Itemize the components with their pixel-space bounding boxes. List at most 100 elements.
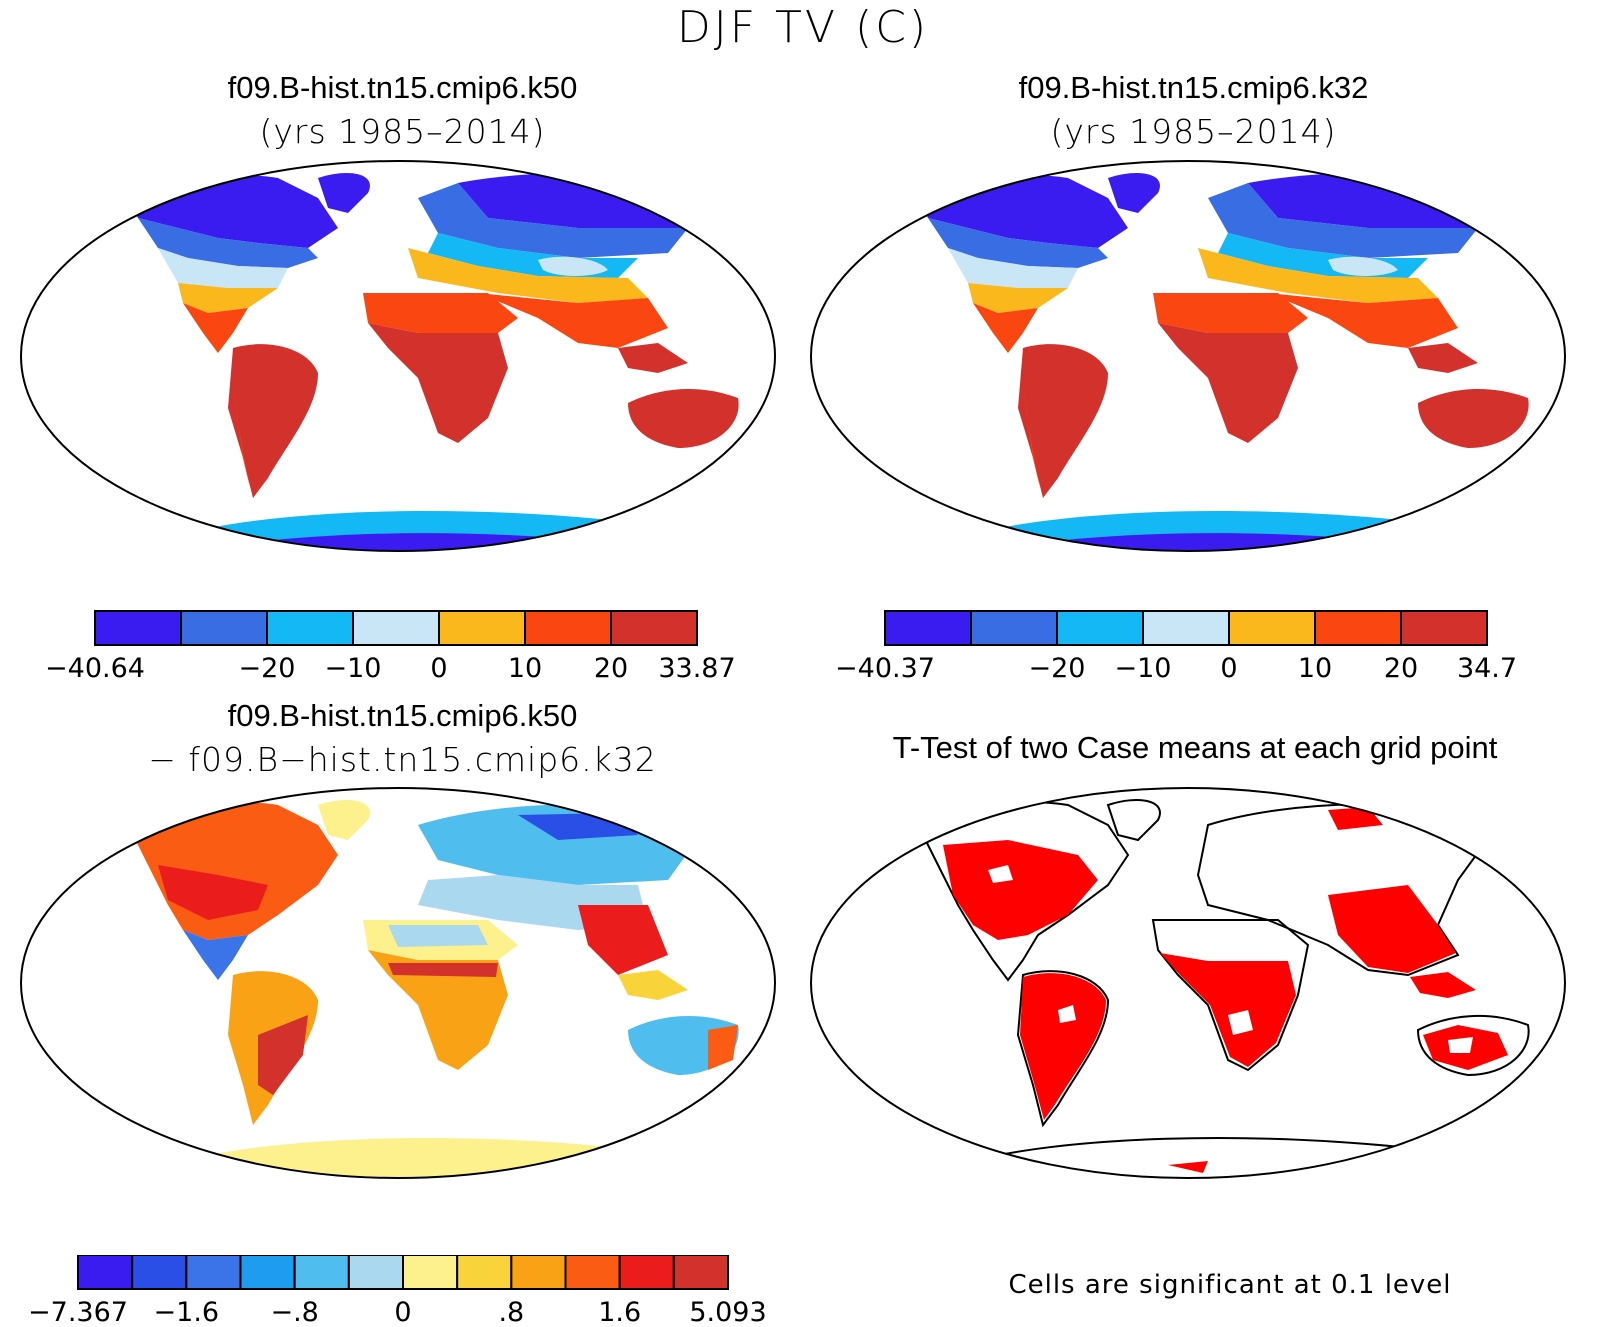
- panel-k50-subtitle: (yrs 1985–2014): [259, 112, 546, 151]
- north-america-cool: [928, 218, 1108, 268]
- colorbar-tick-label: 1.6: [598, 1297, 641, 1327]
- tibet: [538, 256, 608, 276]
- sig-south-america: [1020, 973, 1106, 1120]
- maritime-asia-diff: [618, 970, 688, 1000]
- greenland: [1108, 173, 1160, 213]
- nonsig-hole-4: [1448, 1037, 1473, 1053]
- colorbar-tick-label: 10: [1298, 653, 1332, 684]
- map-k32: [810, 160, 1566, 552]
- colorbar-box: [1314, 610, 1402, 646]
- colorbar-box: [1228, 610, 1316, 646]
- africa-outline: [1151, 919, 1310, 1072]
- colorbar-k50-boxes: [94, 610, 698, 646]
- map-k50: [20, 160, 776, 552]
- colorbar-tick-label: 10: [508, 653, 542, 684]
- colorbar-box: [293, 1255, 350, 1290]
- greenland-outline: [1106, 799, 1161, 842]
- colorbar-box: [672, 1255, 729, 1290]
- colorbar-k32: −40.37 −20 −10 0 10 20 34.7: [835, 610, 1517, 684]
- colorbar-tick-label: −7.367: [28, 1297, 128, 1327]
- africa-south: [368, 323, 508, 443]
- colorbar-box: [884, 610, 972, 646]
- colorbar-tick-label: 0: [1220, 653, 1237, 684]
- colorbar-box: [1400, 610, 1488, 646]
- greenland-diff: [318, 800, 370, 840]
- colorbar-k32-boxes: [884, 610, 1488, 646]
- colorbar-tick-label: −.8: [270, 1297, 318, 1327]
- australia-diff-east: [708, 1025, 738, 1070]
- colorbar-box: [524, 610, 612, 646]
- colorbar-k32-labels: −40.37 −20 −10 0 10 20 34.7: [835, 653, 1517, 684]
- sig-asia: [1328, 885, 1456, 973]
- map-ttest: [810, 787, 1566, 1179]
- sig-north-america: [943, 840, 1098, 940]
- greenland: [318, 173, 370, 213]
- colorbar-tick-label: 0: [430, 653, 447, 684]
- colorbar-k50: −40.64 −20 −10 0 10 20 33.87: [45, 610, 736, 684]
- panel-k50-title: f09.B-hist.tn15.cmip6.k50: [227, 70, 578, 105]
- africa-south: [1158, 323, 1298, 443]
- colorbar-diff: −7.367 −1.6 −.8 0 .8 1.6 5.093: [28, 1255, 767, 1327]
- australia: [628, 388, 739, 448]
- colorbar-box: [1142, 610, 1230, 646]
- sig-antarctica-3: [958, 1170, 998, 1178]
- central-america-diff: [183, 930, 248, 980]
- panel-diff-subtitle: − f09.B−hist.tn15.cmip6.k32: [148, 740, 657, 779]
- colorbar-box: [610, 610, 698, 646]
- colorbar-tick-label: 34.7: [1457, 653, 1517, 684]
- colorbar-box: [456, 1255, 513, 1290]
- sig-maritime: [1410, 972, 1476, 998]
- maritime-asia: [618, 343, 688, 373]
- sig-africa: [1160, 953, 1296, 1067]
- colorbar-tick-label: .8: [498, 1297, 524, 1327]
- colorbar-tick-label: −1.6: [154, 1297, 220, 1327]
- panel-diff-title: f09.B-hist.tn15.cmip6.k50: [227, 698, 578, 733]
- sahel-diff: [388, 963, 498, 977]
- nonsig-hole-1: [988, 865, 1013, 883]
- north-america-warm: [178, 283, 278, 313]
- africa-north: [363, 293, 518, 333]
- panel-ttest-title: T-Test of two Case means at each grid po…: [892, 730, 1498, 765]
- eurasia-cool: [418, 183, 688, 258]
- south-asia: [478, 293, 668, 348]
- south-america-diff-hot: [258, 1015, 308, 1095]
- sahara-diff: [388, 925, 488, 947]
- north-america-mild: [948, 248, 1078, 288]
- south-america-outline: [1016, 970, 1110, 1128]
- colorbar-box: [1056, 610, 1144, 646]
- colorbar-tick-label: 5.093: [689, 1297, 766, 1327]
- central-america: [183, 303, 248, 353]
- nonsig-hole-2: [1058, 1005, 1076, 1023]
- east-asia-diff: [578, 905, 668, 975]
- colorbar-box: [438, 610, 526, 646]
- colorbar-tick-label: 20: [1384, 653, 1418, 684]
- colorbar-box: [564, 1255, 621, 1290]
- colorbar-tick-label: 20: [594, 653, 628, 684]
- maritime-asia: [1408, 343, 1478, 373]
- colorbar-box: [185, 1255, 242, 1290]
- colorbar-tick-label: −20: [1029, 653, 1086, 684]
- antarctica-outline: [957, 1137, 1429, 1166]
- colorbar-box: [266, 610, 354, 646]
- colorbar-k50-labels: −40.64 −20 −10 0 10 20 33.87: [45, 653, 736, 684]
- australia: [1418, 388, 1529, 448]
- sig-antarctica-2: [1368, 1157, 1438, 1177]
- colorbar-tick-label: −40.64: [45, 653, 145, 684]
- tibet: [1328, 256, 1398, 276]
- south-america: [1018, 344, 1108, 498]
- colorbar-box: [131, 1255, 188, 1290]
- eurasia-cool: [1208, 183, 1478, 258]
- colorbar-tick-label: −40.37: [835, 653, 935, 684]
- colorbar-tick-label: 33.87: [658, 653, 735, 684]
- north-america-diff-hot: [158, 865, 268, 920]
- mediterranean: [1198, 248, 1438, 303]
- colorbar-diff-labels: −7.367 −1.6 −.8 0 .8 1.6 5.093: [28, 1297, 767, 1327]
- north-america-warm: [968, 283, 1068, 313]
- nonsig-hole-3: [1228, 1010, 1253, 1035]
- colorbar-tick-label: −10: [325, 653, 382, 684]
- north-america-diff: [128, 802, 338, 940]
- panel-k32-title: f09.B-hist.tn15.cmip6.k32: [1018, 70, 1369, 105]
- colorbar-box: [77, 1255, 134, 1290]
- north-america-mild: [158, 248, 288, 288]
- colorbar-box: [180, 610, 268, 646]
